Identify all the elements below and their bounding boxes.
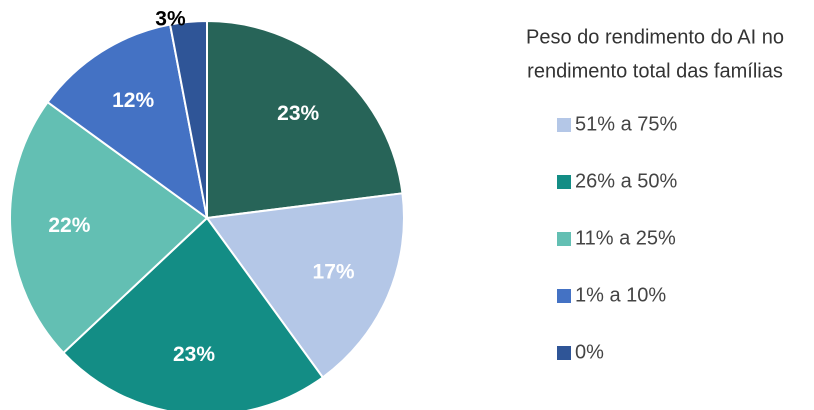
pie-slice — [206, 19, 404, 220]
legend-label: 26% a 50% — [575, 170, 678, 192]
pie-slice — [61, 216, 325, 410]
legend-swatch — [557, 346, 571, 360]
data-label: 3% — [155, 7, 186, 30]
data-label: 22% — [48, 214, 90, 237]
legend-swatch — [557, 289, 571, 303]
pie-slice — [205, 192, 405, 379]
legend-swatch — [557, 232, 571, 246]
pie-slice — [46, 23, 209, 221]
legend-label: 11% a 25% — [575, 227, 676, 249]
legend-label: 1% a 10% — [575, 284, 666, 306]
pie-slice — [168, 19, 208, 219]
data-label: 12% — [112, 89, 154, 112]
legend-label: 0% — [575, 341, 604, 363]
data-label: 23% — [277, 102, 319, 125]
data-label: 17% — [313, 260, 355, 283]
legend-title: rendimento total das famílias — [527, 60, 783, 82]
legend-title: Peso do rendimento do AI no — [526, 26, 784, 48]
legend-swatch — [557, 118, 571, 132]
legend-label: 51% a 75% — [575, 113, 678, 135]
pie-slice — [9, 100, 209, 355]
legend-swatch — [557, 175, 571, 189]
data-label: 23% — [173, 343, 215, 366]
